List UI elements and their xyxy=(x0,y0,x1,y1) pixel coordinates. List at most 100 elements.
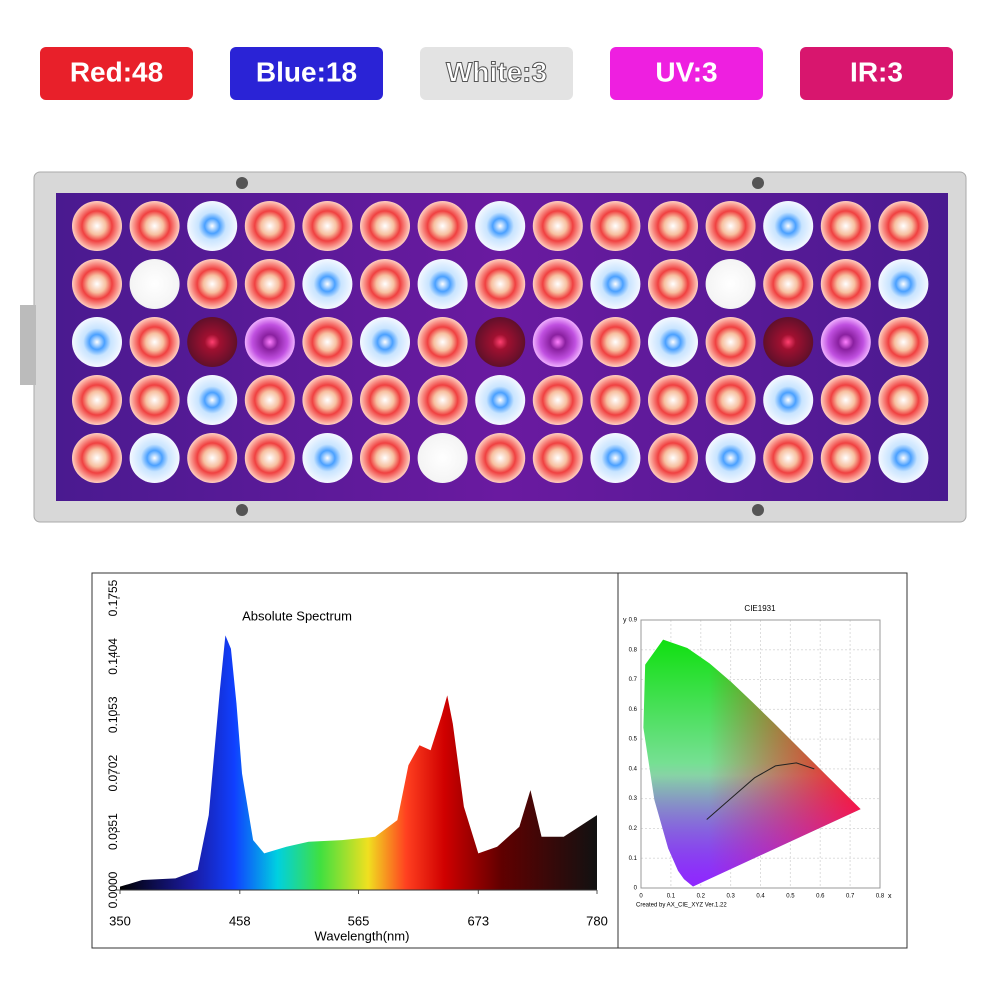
led xyxy=(475,259,526,309)
x-tick-label: 0.2 xyxy=(697,894,706,900)
led xyxy=(648,201,698,251)
led xyxy=(187,317,238,367)
screw xyxy=(236,504,248,516)
led xyxy=(244,201,295,251)
led xyxy=(705,433,756,483)
led xyxy=(878,375,929,425)
screw xyxy=(236,177,248,189)
led xyxy=(302,375,353,425)
led xyxy=(705,201,756,251)
x-tick-label: 0 xyxy=(639,894,643,900)
y-tick-label: 0.3 xyxy=(629,796,638,802)
x-tick-label: 0.5 xyxy=(786,894,795,900)
y-tick-label: 0.9 xyxy=(629,618,638,624)
led xyxy=(532,433,583,483)
screw xyxy=(752,504,764,516)
charts: Absolute Spectrum0.00000.03510.07020.105… xyxy=(106,579,892,943)
badge-label: UV:3 xyxy=(655,56,717,87)
planckian-locus xyxy=(706,762,815,820)
y-tick-label: 0.1 xyxy=(629,856,638,862)
x-tick-label: 458 xyxy=(229,913,251,928)
y-tick-label: 0.4 xyxy=(629,766,638,772)
y-tick-label: 0.8 xyxy=(629,647,638,653)
y-tick-label: 0.0702 xyxy=(106,755,120,792)
led xyxy=(532,201,583,251)
led xyxy=(302,201,353,251)
led xyxy=(590,317,641,367)
spectrum-area xyxy=(120,635,597,890)
led xyxy=(129,317,180,367)
led xyxy=(417,317,468,367)
led xyxy=(590,433,641,483)
led xyxy=(648,375,698,425)
x-axis-label: x xyxy=(888,893,892,900)
led xyxy=(763,317,814,367)
led xyxy=(302,259,353,309)
led xyxy=(129,259,180,309)
led xyxy=(648,259,698,309)
led xyxy=(532,375,583,425)
badge-label: IR:3 xyxy=(850,56,903,87)
led xyxy=(590,259,641,309)
led xyxy=(820,317,871,367)
y-tick-label: 0.0351 xyxy=(106,813,120,850)
led xyxy=(244,375,295,425)
led xyxy=(878,259,929,309)
led xyxy=(244,317,295,367)
x-tick-label: 0.3 xyxy=(726,894,735,900)
led xyxy=(763,375,814,425)
led xyxy=(129,375,180,425)
led xyxy=(590,201,641,251)
y-tick-label: 0.1404 xyxy=(106,638,120,675)
led xyxy=(878,317,929,367)
badge xyxy=(800,47,953,100)
x-tick-label: 0.4 xyxy=(756,894,765,900)
led xyxy=(360,433,410,483)
led xyxy=(417,375,468,425)
x-tick-label: 673 xyxy=(467,913,489,928)
caption: Created by AX_CIE_XYZ Ver.1.22 xyxy=(636,903,727,909)
led xyxy=(705,259,756,309)
led xyxy=(360,259,410,309)
badge xyxy=(230,47,383,100)
led xyxy=(187,375,238,425)
led xyxy=(72,375,122,425)
x-axis-label: Wavelength(nm) xyxy=(315,928,410,943)
y-tick-label: 0.2 xyxy=(629,826,638,832)
y-tick-label: 0.1053 xyxy=(106,696,120,733)
badge xyxy=(40,47,193,100)
led xyxy=(820,201,871,251)
led xyxy=(72,433,122,483)
led xyxy=(820,375,871,425)
badge-label: White:3 xyxy=(446,56,547,87)
led xyxy=(475,375,526,425)
led xyxy=(417,259,468,309)
y-tick-label: 0.6 xyxy=(629,707,638,713)
x-tick-label: 0.1 xyxy=(667,894,676,900)
led xyxy=(705,317,756,367)
badge xyxy=(610,47,763,100)
led xyxy=(72,317,122,367)
led xyxy=(360,317,410,367)
led xyxy=(129,201,180,251)
led xyxy=(878,201,929,251)
badge xyxy=(420,47,573,100)
led xyxy=(417,433,468,483)
chart-title: CIE1931 xyxy=(744,604,776,613)
y-axis-label: y xyxy=(623,617,627,624)
led xyxy=(244,433,295,483)
led-grid xyxy=(72,201,929,483)
led xyxy=(72,201,122,251)
led xyxy=(590,375,641,425)
led xyxy=(532,317,583,367)
led xyxy=(705,375,756,425)
led xyxy=(302,433,353,483)
led xyxy=(360,201,410,251)
led xyxy=(878,433,929,483)
led xyxy=(302,317,353,367)
led xyxy=(187,433,238,483)
y-tick-label: 0 xyxy=(634,886,638,892)
led xyxy=(475,317,526,367)
